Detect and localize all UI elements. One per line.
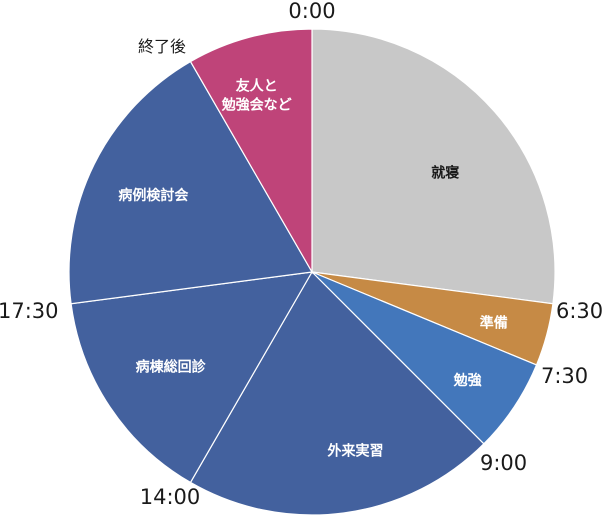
pie-slice	[189, 28, 313, 275]
slice-label: 外来実習	[328, 442, 384, 459]
pie-slice	[70, 271, 314, 484]
boundary-time-label: 14:00	[140, 485, 201, 509]
pie-slice	[311, 28, 556, 305]
pie-slice	[189, 271, 485, 516]
slice-label: 病例検討会	[118, 187, 189, 204]
boundary-time-label: 7:30	[541, 364, 588, 388]
slice-label: 準備	[480, 314, 508, 331]
slice-label: 勉強	[453, 372, 482, 389]
slice-label: 病棟総回診	[136, 359, 207, 376]
boundary-time-label: 6:30	[556, 299, 603, 323]
slice-label: 就寝	[431, 165, 459, 182]
pie-slice	[68, 60, 313, 305]
boundary-time-label: 17:30	[0, 299, 59, 323]
boundary-time-label: 終了後	[138, 37, 186, 56]
time-labels: 0:00 6:30 7:30 9:00 14:00 17:30 終了後	[0, 0, 603, 509]
boundary-time-label: 0:00	[288, 0, 335, 23]
slice-label: 友人と勉強会など	[221, 78, 292, 114]
pie-slices	[68, 28, 556, 516]
boundary-time-label: 9:00	[480, 451, 527, 475]
